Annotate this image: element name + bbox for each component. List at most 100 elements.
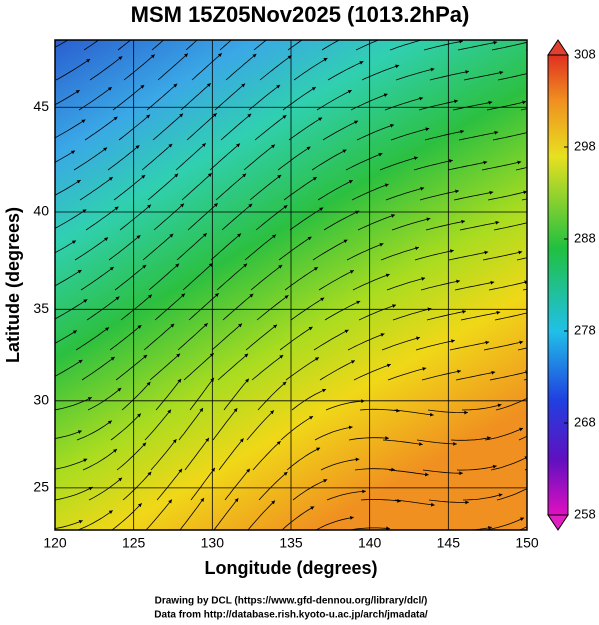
streamline xyxy=(250,264,283,291)
streamline-arrow xyxy=(175,263,180,268)
streamline xyxy=(293,57,328,81)
streamline xyxy=(251,354,284,381)
streamline-arrow xyxy=(465,70,470,74)
streamline xyxy=(392,308,432,321)
streamline xyxy=(247,500,276,530)
streamline-arrow xyxy=(137,413,141,418)
streamline-arrow xyxy=(82,209,87,214)
streamline-arrow xyxy=(146,381,151,386)
streamline-arrow xyxy=(105,327,109,332)
streamline xyxy=(177,322,209,351)
streamline xyxy=(146,83,178,111)
streamline xyxy=(119,204,152,231)
streamline xyxy=(249,174,282,201)
streamline-arrow xyxy=(78,520,83,524)
streamline-arrow xyxy=(83,299,88,303)
streamline xyxy=(389,40,424,51)
streamline xyxy=(147,173,179,201)
streamline xyxy=(462,493,503,501)
streamline-arrow xyxy=(81,119,86,124)
streamline xyxy=(182,262,214,291)
streamline xyxy=(326,490,366,501)
streamline xyxy=(217,353,249,381)
streamline-arrow xyxy=(241,83,246,88)
streamline-arrow xyxy=(523,190,527,195)
streamline-arrow xyxy=(217,53,222,58)
streamline xyxy=(155,378,182,411)
streamline xyxy=(153,203,185,231)
streamline-arrow xyxy=(498,493,503,498)
streamline-arrow xyxy=(283,471,288,476)
streamline-arrow xyxy=(172,439,177,444)
streamline-arrow xyxy=(135,145,140,149)
streamline xyxy=(73,147,108,171)
streamline-arrow xyxy=(115,296,120,301)
x-tick-label: 150 xyxy=(515,535,539,551)
streamline-arrow xyxy=(108,510,113,515)
streamline xyxy=(358,304,397,321)
streamline xyxy=(386,277,426,291)
streamline xyxy=(424,130,465,141)
streamline xyxy=(258,471,288,501)
streamline-arrow xyxy=(212,113,217,118)
streamline xyxy=(355,40,380,51)
streamline-arrow xyxy=(483,160,488,165)
streamline-arrow xyxy=(276,84,281,89)
streamline xyxy=(425,220,466,231)
streamline-arrow xyxy=(385,436,389,440)
streamline-arrow xyxy=(308,326,313,331)
y-tick-label: 30 xyxy=(33,392,49,408)
streamline-arrow xyxy=(383,93,388,98)
streamline-arrow xyxy=(530,485,534,488)
streamline-arrow xyxy=(273,324,278,329)
streamline xyxy=(179,497,205,530)
streamline xyxy=(283,176,318,201)
streamline-arrow xyxy=(487,526,492,530)
streamline xyxy=(245,324,278,351)
streamline xyxy=(122,471,152,501)
streamline xyxy=(55,58,91,81)
streamline xyxy=(215,173,247,201)
streamline xyxy=(176,233,208,261)
streamline xyxy=(218,438,244,471)
streamline xyxy=(312,239,348,261)
streamline-arrow xyxy=(252,53,257,58)
streamline-arrow xyxy=(170,323,175,328)
streamline xyxy=(455,371,496,381)
streamline-arrow xyxy=(207,173,212,178)
streamline-arrow xyxy=(246,468,250,473)
streamline-arrow xyxy=(208,263,213,268)
streamline-arrow xyxy=(418,442,423,446)
streamline-arrow xyxy=(142,442,147,447)
streamline xyxy=(55,269,82,287)
streamline xyxy=(83,40,100,51)
streamline xyxy=(222,293,254,321)
streamline xyxy=(87,387,122,411)
streamline-arrow xyxy=(279,355,284,359)
streamline xyxy=(55,330,78,344)
streamline-arrow xyxy=(313,267,318,271)
streamline-arrow xyxy=(201,143,206,148)
streamline xyxy=(55,119,86,139)
streamline xyxy=(191,53,223,81)
streamline-arrow xyxy=(174,173,179,178)
streamline-arrow xyxy=(484,250,489,255)
streamline xyxy=(209,143,241,171)
streamline-arrow xyxy=(316,447,321,452)
streamline xyxy=(225,53,257,81)
streamline-arrow xyxy=(430,502,435,507)
streamline xyxy=(109,324,142,351)
streamline xyxy=(490,456,527,471)
x-tick-label: 125 xyxy=(122,535,146,551)
streamline xyxy=(280,415,314,441)
streamline xyxy=(391,218,431,231)
streamline-arrow xyxy=(318,117,323,122)
streamline xyxy=(178,407,204,441)
streamline-arrow xyxy=(430,67,435,72)
streamline-arrow xyxy=(522,100,527,105)
streamline-arrow xyxy=(184,53,188,58)
streamline-arrow xyxy=(87,397,92,401)
y-axis-label: Latitude (degrees) xyxy=(3,207,23,363)
streamline-arrow xyxy=(77,430,82,434)
